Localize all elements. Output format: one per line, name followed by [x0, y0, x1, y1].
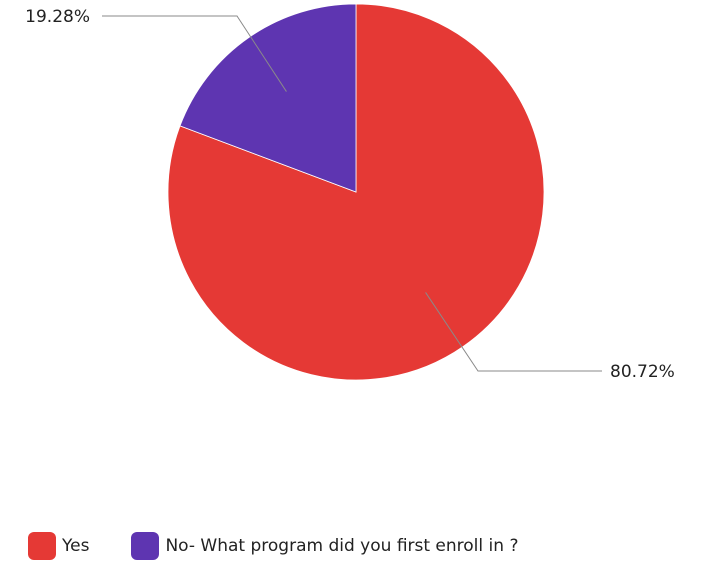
leader-line-yes — [425, 292, 602, 372]
legend-swatch-no — [131, 532, 160, 560]
legend-label-no: No- What program did you first enroll in… — [165, 536, 519, 556]
chart-legend: Yes No- What program did you first enrol… — [28, 531, 560, 561]
legend-item-no: No- What program did you first enroll in… — [131, 532, 518, 560]
legend-swatch-yes — [28, 532, 56, 560]
data-label-yes: 80.72% — [610, 362, 675, 382]
legend-label-yes: Yes — [62, 536, 90, 556]
pie-leader-lines — [102, 15, 602, 372]
legend-item-yes: Yes — [28, 532, 89, 560]
pie-slice-no — [179, 3, 357, 193]
data-label-no: 19.28% — [25, 7, 90, 27]
pie-slices — [167, 3, 545, 381]
pie-data-labels: 80.72% 19.28% — [25, 7, 675, 382]
leader-line-no — [102, 15, 287, 92]
